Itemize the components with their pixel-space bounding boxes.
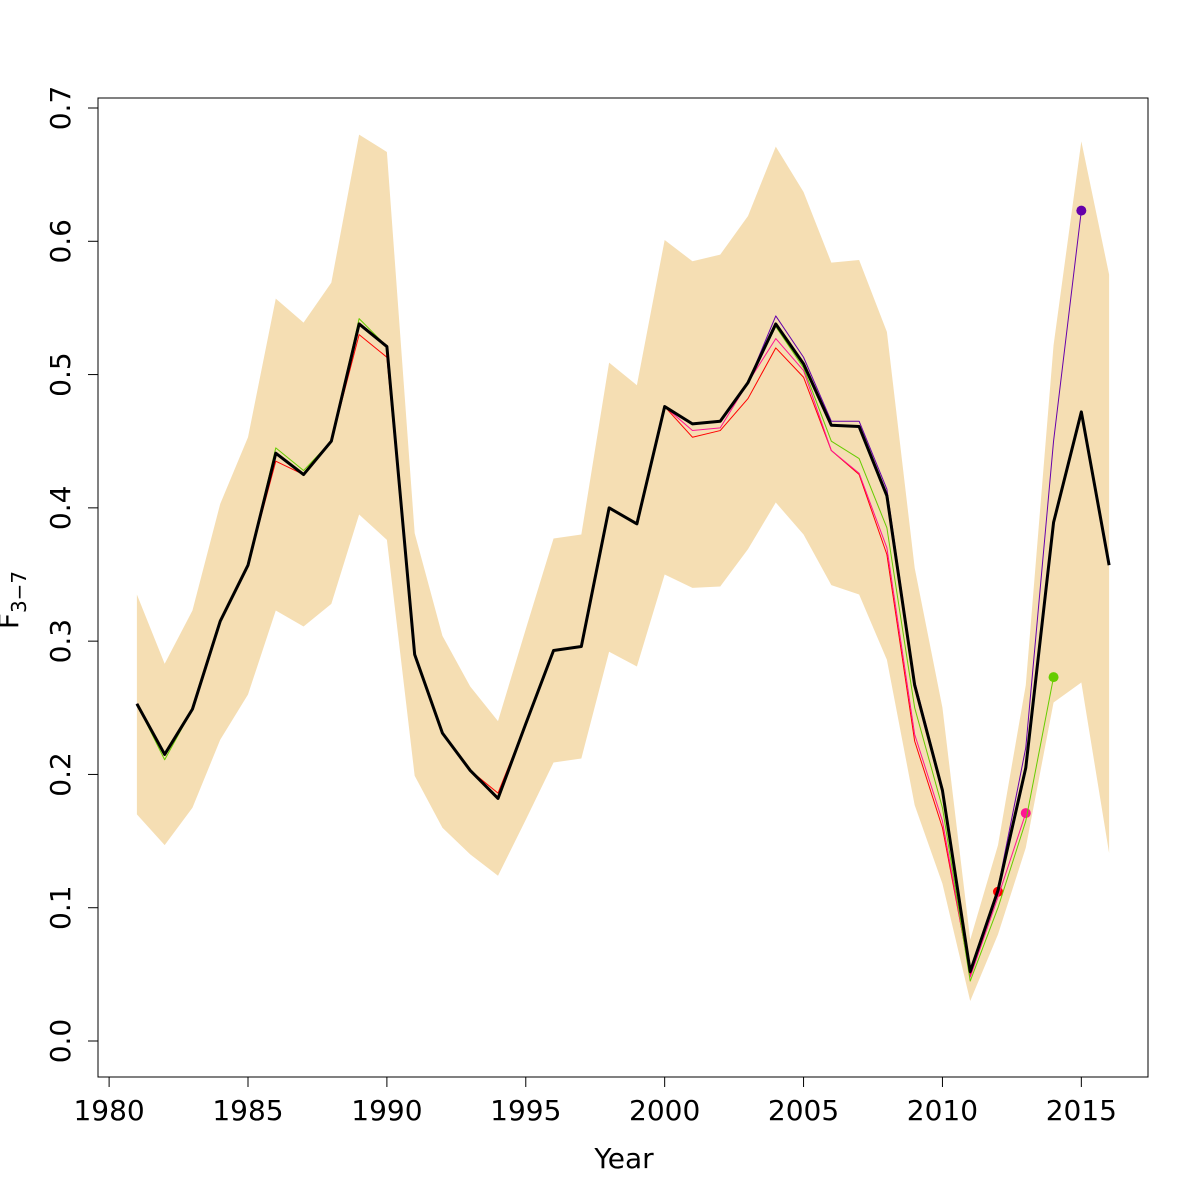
y-axis-label-sub: 3−7 xyxy=(7,571,31,613)
y-tick-label: 0.5 xyxy=(44,352,77,397)
y-tick-label: 0.6 xyxy=(44,219,77,264)
endpoint-marker xyxy=(1020,808,1031,819)
y-tick-label: 0.1 xyxy=(44,885,77,930)
x-axis-label: Year xyxy=(593,1142,654,1175)
x-tick-label: 2000 xyxy=(629,1094,700,1127)
x-tick-label: 1990 xyxy=(351,1094,422,1127)
plot-area xyxy=(135,134,1111,1002)
y-tick-label: 0.0 xyxy=(44,1019,77,1064)
x-tick-label: 1985 xyxy=(212,1094,283,1127)
y-axis-label: F3−7 xyxy=(0,571,31,629)
y-tick-label: 0.2 xyxy=(44,752,77,797)
series-line xyxy=(135,322,1111,974)
x-tick-label: 2010 xyxy=(907,1094,978,1127)
x-tick-label: 2005 xyxy=(768,1094,839,1127)
y-axis-label-main: F xyxy=(0,613,25,629)
confidence-band xyxy=(136,134,1110,1002)
y-tick-label: 0.3 xyxy=(44,619,77,664)
endpoint-marker xyxy=(1048,672,1059,683)
y-tick-label: 0.4 xyxy=(44,486,77,531)
x-tick-label: 2015 xyxy=(1046,1094,1117,1127)
x-tick-label: 1980 xyxy=(73,1094,144,1127)
endpoint-marker xyxy=(1076,205,1087,216)
x-tick-label: 1995 xyxy=(490,1094,561,1127)
y-tick-label: 0.7 xyxy=(44,86,77,131)
